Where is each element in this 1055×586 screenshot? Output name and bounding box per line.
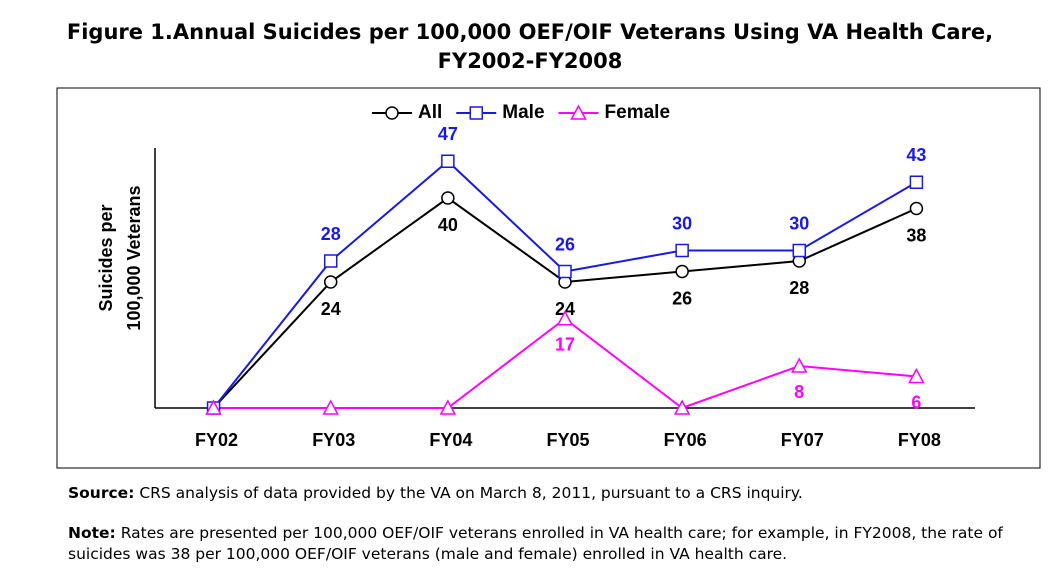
x-tick-label: FY07: [781, 430, 824, 450]
marker: [791, 357, 808, 373]
marker: [556, 310, 574, 326]
chart-title: Figure 1.Annual Suicides per 100,000 OEF…: [67, 20, 993, 44]
note-text: Rates are presented per 100,000 OEF/OIF …: [68, 524, 1003, 563]
marker: [441, 191, 455, 205]
data-label: 28: [789, 278, 809, 298]
data-label: 30: [672, 213, 692, 233]
data-label: 8: [794, 382, 804, 402]
data-label: 26: [672, 288, 692, 308]
data-label: 30: [789, 213, 809, 233]
note-label: Note:: [68, 524, 116, 542]
data-label: 17: [555, 335, 575, 355]
series-line: [213, 317, 917, 410]
data-label: 47: [438, 124, 458, 144]
marker: [385, 106, 399, 120]
note: Note: Rates are presented per 100,000 OE…: [68, 523, 1043, 565]
data-label: 38: [906, 225, 926, 245]
chart: Figure 1.Annual Suicides per 100,000 OEF…: [56, 20, 1041, 469]
marker: [673, 399, 691, 415]
x-tick-label: FY06: [664, 430, 707, 450]
x-tick-label: FY02: [195, 430, 238, 450]
y-axis-label: Suicides per: [96, 204, 116, 311]
x-tick-label: FY05: [546, 430, 589, 450]
marker: [908, 367, 925, 384]
y-axis-label: 100,000 Veterans: [124, 185, 144, 330]
data-label: 24: [555, 299, 575, 319]
marker: [469, 106, 484, 120]
marker: [323, 275, 338, 289]
marker: [570, 104, 587, 120]
marker: [909, 175, 924, 189]
data-label: 26: [555, 234, 575, 254]
legend-label: Female: [605, 102, 670, 123]
chart-frame: [56, 87, 1041, 469]
x-tick-label: FY08: [898, 430, 941, 450]
marker: [439, 399, 457, 415]
x-tick-label: FY03: [312, 430, 355, 450]
marker: [909, 201, 924, 216]
data-label: 40: [438, 215, 458, 235]
legend-label: Male: [502, 102, 544, 123]
marker: [558, 264, 572, 279]
source-label: Source:: [68, 484, 135, 502]
legend-label: All: [418, 102, 442, 123]
data-label: 28: [321, 224, 341, 244]
marker: [205, 399, 222, 415]
data-label: 24: [321, 299, 341, 319]
chart-title: FY2002-FY2008: [438, 49, 623, 73]
marker: [322, 399, 339, 415]
data-label: 43: [906, 145, 926, 165]
x-tick-label: FY04: [429, 430, 472, 450]
source-text: CRS analysis of data provided by the VA …: [139, 484, 803, 502]
marker: [792, 243, 807, 258]
marker: [675, 264, 689, 279]
source-note: Source: CRS analysis of data provided by…: [68, 483, 1043, 504]
data-label: 6: [911, 392, 921, 412]
marker: [675, 243, 689, 258]
marker: [323, 254, 338, 268]
marker: [441, 154, 455, 168]
